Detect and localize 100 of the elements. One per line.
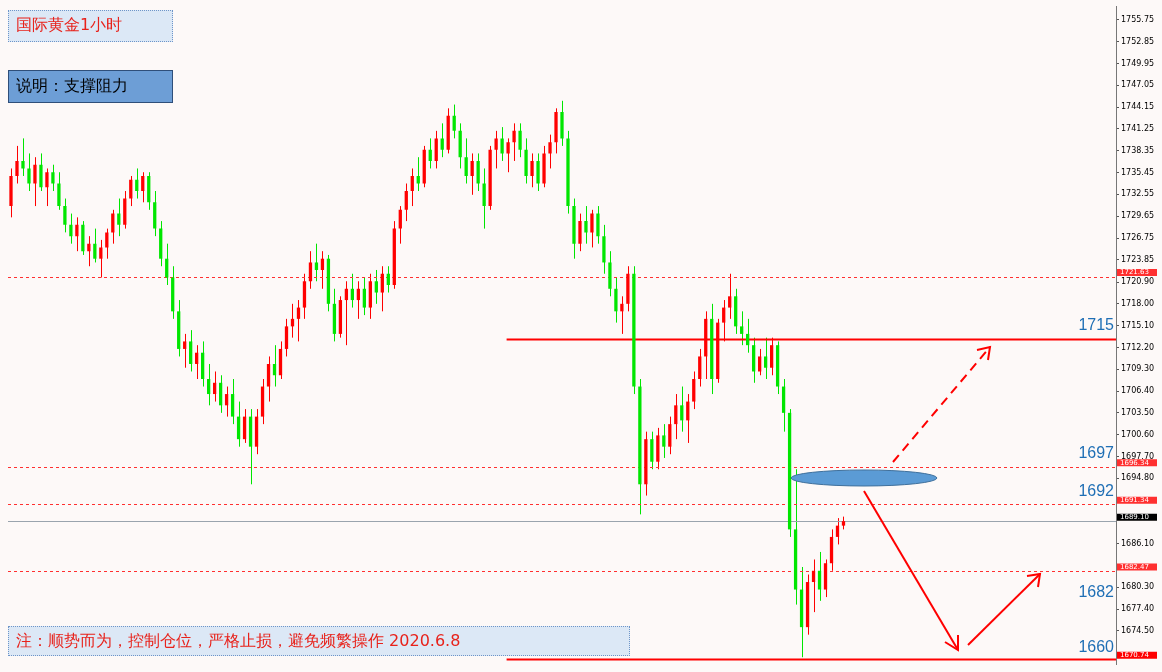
annotation: 注：顺势而为，控制仓位，严格止损，避免频繁操作 2020.6.8 xyxy=(15,630,462,652)
candlestick xyxy=(141,171,145,203)
y-tick-label: 1686.10 xyxy=(1121,538,1155,548)
candlestick xyxy=(740,310,744,346)
candlestick xyxy=(698,348,702,388)
candlestick xyxy=(189,329,193,372)
candlestick xyxy=(494,130,498,169)
candlestick xyxy=(440,122,444,158)
candlestick xyxy=(165,243,169,286)
annotation: 1692 xyxy=(1078,482,1115,500)
candlestick xyxy=(650,431,654,470)
y-tick-label: 1706.40 xyxy=(1121,386,1155,396)
candlestick xyxy=(548,134,552,169)
candlestick xyxy=(464,137,468,185)
candlestick xyxy=(500,126,504,162)
candlestick xyxy=(284,318,289,357)
y-tick-label: 1744.15 xyxy=(1121,102,1155,112)
annotation: 1715 xyxy=(1078,316,1115,334)
candlestick xyxy=(668,416,672,455)
y-tick-label: 1677.40 xyxy=(1121,604,1155,614)
candlestick xyxy=(69,213,73,245)
candlestick xyxy=(452,104,456,139)
candlestick xyxy=(530,152,534,188)
candlestick xyxy=(75,216,79,252)
candlestick xyxy=(183,333,187,369)
candlestick xyxy=(33,156,37,207)
candlestick xyxy=(614,277,618,324)
candlestick xyxy=(206,363,211,406)
candlestick xyxy=(314,243,319,282)
candlestick xyxy=(584,205,588,245)
y-tick-label: 1723.85 xyxy=(1121,254,1155,264)
annotation: 1660 xyxy=(1078,638,1115,656)
annotation: 1682 xyxy=(1078,583,1115,601)
candlestick xyxy=(398,205,402,245)
y-tick-label: 1729.65 xyxy=(1121,211,1155,221)
y-tick-label: 1712.20 xyxy=(1121,342,1155,352)
candlestick xyxy=(662,423,666,459)
candlestick xyxy=(308,250,313,290)
candlestick xyxy=(817,551,822,602)
candlestick xyxy=(578,213,582,252)
candlestick xyxy=(27,152,31,192)
candlestick xyxy=(620,295,624,335)
candlestick xyxy=(536,152,540,192)
candlestick xyxy=(410,167,414,207)
y-tick-label: 1747.05 xyxy=(1121,80,1155,90)
candlestick xyxy=(692,370,696,410)
y-tick-label: 1720.90 xyxy=(1121,277,1155,287)
candlestick xyxy=(728,273,732,320)
candlestick xyxy=(266,355,271,403)
candlestick xyxy=(470,152,474,196)
candlestick xyxy=(45,167,49,207)
candlestick xyxy=(57,171,61,211)
candlestick xyxy=(506,137,510,173)
candlestick xyxy=(63,198,67,233)
y-tick-label: 1726.75 xyxy=(1121,233,1155,243)
candlestick xyxy=(362,277,366,316)
y-tick-label: 1680.30 xyxy=(1121,582,1155,592)
candlestick xyxy=(380,265,384,312)
candlestick xyxy=(590,209,594,248)
candlestick xyxy=(93,228,97,263)
candlestick xyxy=(230,378,235,425)
y-tick-label: 1732.55 xyxy=(1121,189,1155,199)
text: 说明：支撑阻力 xyxy=(15,75,129,97)
y-tick-label: 1700.60 xyxy=(1121,429,1155,439)
y-tick-label: 1718.00 xyxy=(1121,298,1155,308)
candlestick xyxy=(99,239,103,278)
y-tick-label: 1752.85 xyxy=(1121,36,1155,46)
y-tick-label: 1703.50 xyxy=(1121,407,1155,417)
candlestick xyxy=(434,130,438,169)
y-tick-label: 1738.35 xyxy=(1121,145,1155,155)
y-tick-label: 1674.50 xyxy=(1121,625,1155,635)
candlestick xyxy=(518,122,522,158)
candlestick xyxy=(416,156,420,192)
y-tick-label: 1709.30 xyxy=(1121,364,1155,374)
candlestick xyxy=(374,269,378,305)
candlestick xyxy=(482,167,486,230)
annotation: 1697 xyxy=(1078,444,1115,462)
y-tick-label: 1735.45 xyxy=(1121,167,1155,177)
candlestick xyxy=(21,137,25,177)
candlestick xyxy=(404,183,408,222)
y-tick-label: 1715.10 xyxy=(1121,320,1155,330)
candlestick xyxy=(476,152,480,192)
candlestick xyxy=(129,175,133,207)
y-tick-label: 1697.70 xyxy=(1121,451,1155,461)
candlestick xyxy=(596,205,600,245)
candlestick xyxy=(105,228,109,260)
candlestick xyxy=(51,164,55,192)
candlestick xyxy=(87,235,91,267)
candlestick xyxy=(39,152,43,192)
y-tick-label: 1694.80 xyxy=(1121,473,1155,483)
candlestick xyxy=(763,337,768,380)
candlestick xyxy=(512,122,516,162)
candlestick xyxy=(674,393,678,440)
text: 国际黄金1小时 xyxy=(15,14,124,36)
y-tick-label: 1749.95 xyxy=(1121,58,1155,68)
candlestick xyxy=(15,145,19,185)
candlestick xyxy=(680,386,684,433)
y-tick-label: 1741.25 xyxy=(1121,124,1155,134)
y-tick-label: 1755.75 xyxy=(1121,15,1155,25)
candlestick xyxy=(758,348,762,376)
